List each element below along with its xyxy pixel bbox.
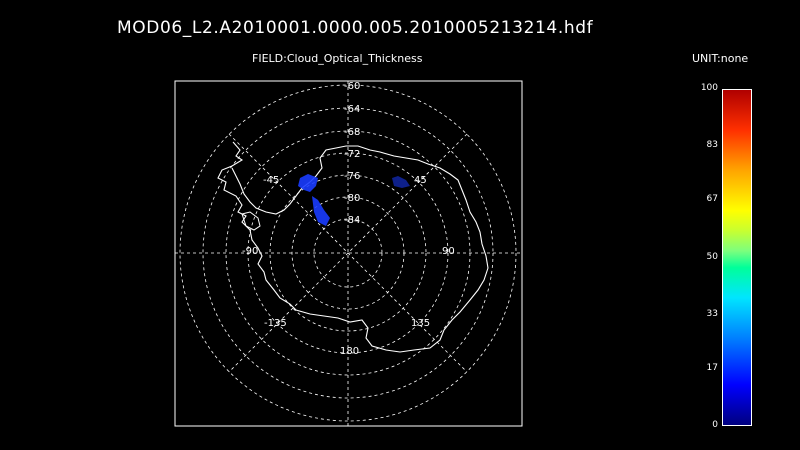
field-label: FIELD:Cloud_Optical_Thickness <box>252 52 423 65</box>
map-frame <box>174 80 523 427</box>
cloud-patch-3 <box>392 176 410 188</box>
lon-label-m90: -90 <box>242 246 258 257</box>
colorbar-tick-67: 67 <box>706 194 718 205</box>
cloud-data <box>298 174 410 226</box>
colorbar-tick-33: 33 <box>706 308 718 319</box>
lon-label-135: 135 <box>411 318 430 329</box>
lat-label-60: -60 <box>344 81 360 92</box>
lon-label-180: 180 <box>340 346 359 357</box>
colorbar-tick-0: 0 <box>712 420 718 430</box>
lat-circle-60 <box>179 84 517 422</box>
colorbar-tick-17: 17 <box>706 362 718 373</box>
meridian-135 <box>228 133 468 373</box>
lon-label-90: 90 <box>442 246 455 257</box>
unit-label: UNIT:none <box>692 52 749 65</box>
colorbar <box>722 89 752 426</box>
lat-circle-76 <box>269 174 427 332</box>
lon-label-45: 45 <box>414 175 427 186</box>
colorbar-tick-50: 50 <box>706 251 718 262</box>
coastline-detail <box>241 211 261 231</box>
file-title: MOD06_L2.A2010001.0000.005.2010005213214… <box>117 18 594 38</box>
cloud-patch-1 <box>298 174 318 192</box>
lat-label-64: -64 <box>344 104 360 115</box>
cloud-patch-2 <box>312 196 330 226</box>
latitude-labels: -60 -64 -68 -72 -76 -80 -84 <box>344 81 360 226</box>
lat-label-76: -76 <box>344 171 360 182</box>
lon-label-m45: -45 <box>263 175 279 186</box>
lat-label-80: -80 <box>344 193 360 204</box>
colorbar-tick-83: 83 <box>706 140 718 151</box>
lat-label-72: -72 <box>344 149 360 160</box>
lat-label-68: -68 <box>344 127 360 138</box>
meridians <box>175 81 522 426</box>
coastline <box>217 141 489 353</box>
lon-label-m135: -135 <box>264 318 287 329</box>
longitude-labels: -45 45 -90 90 -135 135 180 <box>242 175 455 357</box>
lat-label-84: -84 <box>344 215 360 226</box>
colorbar-tick-100: 100 <box>700 83 718 93</box>
